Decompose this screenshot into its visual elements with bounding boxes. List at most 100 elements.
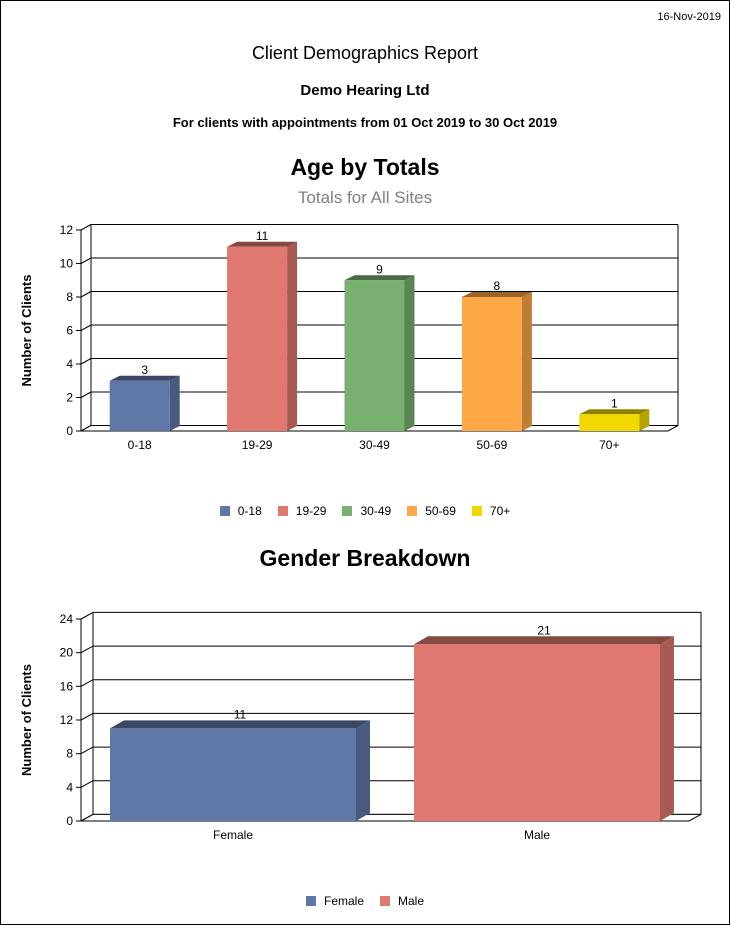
age-bar-top [344, 275, 415, 281]
age-legend-swatch [471, 506, 482, 516]
gender-legend-item-male: Male [380, 894, 424, 908]
age-chart-subtitle: Totals for All Sites [297, 188, 433, 207]
age-side-gridline [80, 257, 92, 264]
age-legend-swatch [407, 506, 418, 516]
age-bar-front [461, 297, 522, 431]
age-legend-label: 70+ [489, 504, 511, 518]
gender-chart-title: Gender Breakdown [259, 545, 471, 571]
age-legend-item-50-69: 50-69 [407, 504, 456, 518]
age-chart-legend: 0-18 19-29 30-49 50-69 70+ [1, 504, 729, 518]
gender-ytick-label: 4 [66, 780, 73, 794]
age-legend-item-30-49: 30-49 [342, 504, 391, 518]
age-legend-swatch [342, 506, 353, 516]
gender-side-gridline [80, 746, 94, 755]
gender-value-label: 21 [537, 623, 551, 637]
gender-bar-front [110, 728, 356, 821]
gender-ytick-label: 20 [60, 646, 74, 660]
age-value-label: 1 [611, 396, 618, 410]
age-bar-19-29 [227, 241, 298, 431]
gender-bar-top [414, 636, 674, 645]
age-value-label: 9 [376, 262, 383, 276]
age-legend-label: 19-29 [295, 504, 327, 518]
age-bar-30-49 [344, 275, 415, 431]
gender-ytick-label: 24 [60, 612, 74, 626]
age-bar-front [344, 280, 405, 431]
gender-legend-label: Male [398, 894, 425, 908]
age-ytick-label: 10 [60, 257, 74, 271]
age-bar-side [639, 409, 650, 431]
age-ytick-label: 8 [66, 290, 73, 304]
gender-chart: 0 4 8 12 16 20 24 Number of Clients 11 Female 21 Ma… [19, 611, 702, 842]
report-title: Client Demographics Report [251, 43, 479, 63]
gender-category-label: Female [213, 828, 253, 842]
age-y-axis-label: Number of Clients [19, 275, 34, 387]
age-ytick-label: 12 [60, 223, 74, 237]
company-name: Demo Hearing Ltd [300, 82, 430, 99]
age-bar-front [227, 246, 288, 431]
age-bar-front [579, 414, 640, 431]
gender-legend-item-female: Female [305, 894, 364, 908]
age-legend-label: 0-18 [237, 504, 262, 518]
age-category-label: 50-69 [477, 438, 508, 452]
age-value-label: 11 [256, 229, 269, 243]
report-date: 16-Nov-2019 [657, 11, 721, 23]
report-period: For clients with appointments from 01 Oc… [172, 115, 558, 130]
age-legend-label: 30-49 [360, 504, 392, 518]
age-bar-side [169, 375, 180, 431]
age-bar-front [109, 380, 170, 431]
age-bar-70 [579, 409, 650, 431]
age-ytick-label: 2 [66, 391, 73, 405]
age-legend-swatch [277, 506, 288, 516]
gender-ytick-label: 0 [66, 814, 73, 828]
gender-bar-top [110, 720, 370, 729]
age-ytick-label: 0 [66, 424, 73, 438]
gender-bar-male [414, 636, 674, 821]
gender-side-gridline [80, 679, 94, 687]
age-bar-top [109, 375, 180, 381]
age-category-label: 30-49 [359, 438, 390, 452]
age-bar-top [461, 292, 532, 297]
gender-ytick-label: 16 [60, 679, 74, 693]
age-legend-item-70: 70+ [471, 504, 511, 518]
age-bar-0-18 [109, 375, 180, 431]
age-side-gridline [80, 291, 92, 298]
gender-legend-swatch [380, 896, 390, 906]
gender-category-label: Male [524, 828, 550, 842]
age-value-label: 8 [494, 279, 501, 293]
gender-side-gridline [80, 645, 94, 654]
gender-bar-female [110, 720, 370, 821]
age-ytick-label: 6 [66, 324, 73, 338]
age-side-gridline [80, 224, 92, 231]
gender-legend-swatch [305, 896, 316, 906]
age-bar-top [579, 409, 650, 415]
age-side-gridline [80, 324, 92, 331]
age-bar-50-69 [461, 292, 532, 431]
gender-value-label: 11 [234, 707, 247, 721]
age-value-label: 3 [141, 363, 148, 377]
gender-legend-label: Female [323, 894, 364, 908]
age-side-gridline [80, 391, 92, 398]
age-category-label: 0-18 [128, 438, 152, 452]
gender-chart-legend: Female Male [1, 894, 729, 908]
age-side-gridline [80, 358, 92, 365]
age-legend-swatch [219, 506, 230, 516]
gender-side-gridline [80, 712, 94, 721]
age-bar-side [287, 241, 298, 431]
gender-ytick-label: 8 [66, 747, 73, 761]
age-bar-side [521, 292, 532, 431]
age-legend-item-19-29: 19-29 [277, 504, 327, 518]
age-legend-label: 50-69 [425, 504, 456, 518]
gender-y-axis-label: Number of Clients [19, 664, 34, 776]
age-bar-top [227, 241, 298, 247]
age-category-label: 70+ [599, 438, 619, 452]
age-ytick-label: 4 [66, 357, 73, 371]
age-legend-item-0-18: 0-18 [219, 504, 262, 518]
gender-bar-side [356, 720, 370, 821]
gender-bar-side [660, 636, 674, 821]
age-chart-title: Age by Totals [290, 154, 440, 180]
gender-side-gridline [80, 611, 94, 620]
age-bar-side [404, 275, 415, 431]
age-category-label: 19-29 [242, 438, 273, 452]
gender-ytick-label: 12 [60, 713, 74, 727]
